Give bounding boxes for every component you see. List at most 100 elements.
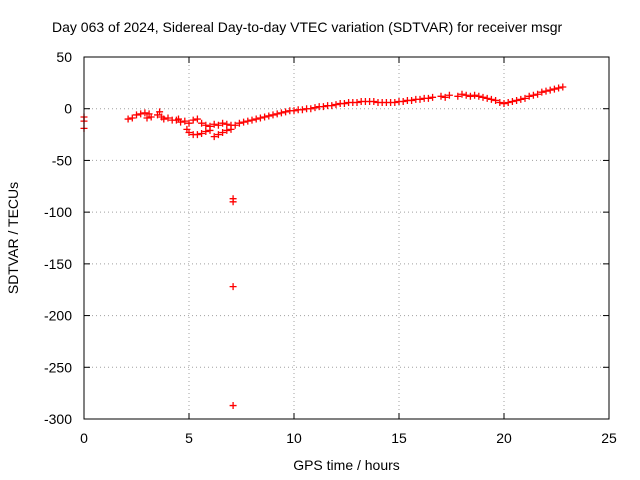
data-point [542, 87, 550, 95]
y-tick-label: -100 [44, 204, 72, 220]
chart-title: Day 063 of 2024, Sidereal Day-to-day VTE… [52, 19, 562, 35]
data-point [133, 111, 140, 119]
data-point [391, 99, 399, 107]
data-point [538, 88, 546, 96]
data-point [128, 114, 136, 122]
data-point [508, 97, 516, 105]
data-point [513, 96, 521, 104]
data-point [479, 93, 487, 101]
plot-frame [83, 56, 610, 420]
data-point [475, 92, 483, 100]
data-point [185, 129, 193, 137]
data-point [193, 115, 201, 123]
data-point [189, 116, 197, 124]
data-point [525, 92, 533, 100]
data-point [492, 96, 500, 104]
data-point [229, 198, 237, 206]
data-point [340, 100, 348, 108]
data-point [445, 91, 453, 99]
data-point [458, 90, 466, 98]
data-point [332, 101, 340, 109]
data-point [156, 108, 164, 116]
data-point [229, 283, 237, 291]
data-point [424, 94, 432, 102]
x-axis-title: GPS time / hours [293, 457, 400, 473]
x-tick-label: 15 [391, 430, 407, 446]
data-point [517, 95, 525, 103]
data-point [298, 106, 306, 114]
data-point [483, 94, 491, 102]
data-point [223, 126, 231, 134]
data-point [529, 91, 537, 99]
x-tick-label: 0 [80, 430, 88, 446]
y-tick-label: -200 [44, 308, 72, 324]
data-point [143, 114, 151, 122]
data-point [214, 121, 222, 129]
data-point [500, 100, 508, 108]
data-point [546, 86, 554, 94]
y-tick-label: -150 [44, 256, 72, 272]
data-point [252, 115, 260, 123]
data-point [273, 110, 281, 118]
data-point [265, 112, 273, 120]
data-point [311, 104, 319, 112]
data-point [319, 103, 327, 111]
data-point [328, 102, 336, 110]
data-point [137, 110, 145, 118]
data-point [282, 108, 290, 116]
data-point [521, 94, 529, 102]
data-point [370, 97, 378, 105]
data-point [307, 105, 315, 113]
data-point [454, 92, 462, 100]
data-point [235, 119, 243, 127]
grid-lines [84, 57, 609, 419]
data-point [504, 99, 512, 107]
data-point [277, 109, 285, 117]
data-point [147, 113, 155, 121]
data-point [261, 113, 269, 121]
data-point [269, 111, 277, 119]
data-point [408, 96, 416, 104]
data-point [181, 117, 189, 125]
data-point [437, 92, 445, 100]
data-point [550, 85, 558, 93]
data-point [471, 91, 479, 99]
data-point [555, 84, 563, 92]
data-point [466, 92, 474, 100]
y-tick-label: 0 [64, 101, 72, 117]
data-point [256, 114, 264, 122]
data-point [214, 131, 222, 139]
data-point [164, 114, 172, 122]
y-tick-label: 50 [56, 49, 72, 65]
data-point [219, 119, 227, 127]
data-point [487, 95, 495, 103]
data-point [177, 118, 185, 126]
y-axis-title: SDTVAR / TECUs [5, 182, 21, 294]
data-point [210, 120, 218, 128]
data-point [160, 115, 168, 123]
data-point [559, 83, 567, 91]
data-point [210, 133, 218, 141]
data-point [496, 99, 504, 107]
data-point [244, 117, 252, 125]
data-point [124, 115, 132, 123]
data-points [80, 83, 567, 410]
data-point [198, 130, 206, 138]
data-point [193, 131, 201, 139]
data-point [219, 129, 227, 137]
data-point [290, 107, 298, 115]
tick-labels: 0 5 10 15 20 25 50 0 -50 -100 -150 -200 -250 -300 [44, 49, 617, 446]
data-point [185, 119, 193, 127]
x-tick-label: 5 [185, 430, 193, 446]
data-point [198, 119, 206, 127]
y-tick-label: -50 [52, 152, 72, 168]
data-point [202, 121, 210, 129]
x-tick-label: 25 [601, 430, 617, 446]
data-point [240, 118, 248, 126]
x-tick-label: 20 [496, 430, 512, 446]
data-point [229, 402, 237, 410]
x-tick-label: 10 [286, 430, 302, 446]
data-point [141, 109, 149, 117]
y-tick-label: -250 [44, 359, 72, 375]
